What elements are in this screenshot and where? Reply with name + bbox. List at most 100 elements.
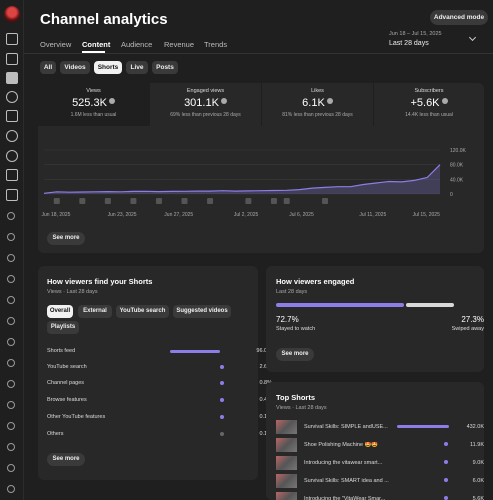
channel-link-icon[interactable] bbox=[7, 254, 15, 262]
traffic-row-value: 2.6% bbox=[259, 364, 272, 370]
traffic-row: Browse features 0.4% bbox=[47, 397, 272, 407]
y-tick-label: 40.0K bbox=[450, 177, 464, 183]
filter-all[interactable]: All bbox=[40, 61, 56, 74]
traffic-row-dot bbox=[220, 398, 224, 402]
channel-link-icon[interactable] bbox=[7, 422, 15, 430]
advanced-mode-button[interactable]: Advanced mode bbox=[430, 10, 488, 25]
channel-link-icon[interactable] bbox=[7, 464, 15, 472]
short-thumbnail bbox=[276, 474, 297, 488]
channel-link-icon[interactable] bbox=[7, 443, 15, 451]
channel-link-icon[interactable] bbox=[7, 401, 15, 409]
filter-live[interactable]: Live bbox=[126, 61, 148, 74]
upload-marker bbox=[130, 198, 137, 204]
channel-link-icon[interactable] bbox=[7, 359, 15, 367]
metric-views[interactable]: Views 525.3K 1.6M less than usual bbox=[38, 83, 149, 126]
top-shorts-subtitle: Views · Last 28 days bbox=[276, 405, 327, 411]
traffic-row-value: 0.8% bbox=[259, 380, 272, 386]
earn-icon[interactable] bbox=[6, 150, 18, 162]
traffic-row: Others 0.1% bbox=[47, 431, 272, 441]
upload-marker bbox=[270, 198, 277, 204]
customization-icon[interactable] bbox=[6, 169, 18, 181]
traffic-row-dot bbox=[220, 365, 224, 369]
top-short-row[interactable]: Shoe Polishing Machine 🤩🤩 11.9K bbox=[276, 438, 484, 453]
date-range[interactable]: Jun 18 – Jul 15, 2025 bbox=[389, 31, 442, 37]
see-more-button[interactable]: See more bbox=[47, 453, 85, 466]
channel-avatar[interactable] bbox=[4, 6, 20, 22]
channel-link-icon[interactable] bbox=[7, 338, 15, 346]
traffic-card bbox=[38, 266, 258, 480]
tab-audience[interactable]: Audience bbox=[121, 40, 153, 49]
filter-shorts[interactable]: Shorts bbox=[94, 61, 122, 74]
audio-library-icon[interactable] bbox=[6, 189, 18, 201]
chart-line bbox=[43, 164, 441, 194]
chevron-down-icon[interactable] bbox=[468, 33, 477, 42]
traffic-row-label: Other YouTube features bbox=[47, 414, 106, 420]
traffic-row-value: 0.1% bbox=[259, 414, 272, 420]
traffic-row: Channel pages 0.8% bbox=[47, 380, 272, 390]
top-shorts-title: Top Shorts bbox=[276, 393, 316, 402]
y-tick-label: 80.0K bbox=[450, 163, 464, 169]
content-icon[interactable] bbox=[6, 53, 18, 65]
copyright-icon[interactable] bbox=[6, 130, 18, 142]
tab-trends[interactable]: Trends bbox=[204, 40, 228, 49]
x-tick-label: Jun 18, 2025 bbox=[42, 212, 71, 218]
channel-link-icon[interactable] bbox=[7, 233, 15, 241]
stayed-value: 72.7% bbox=[276, 315, 299, 324]
short-views: 5.6K bbox=[472, 496, 484, 500]
views-chart: 0 40.0K 80.0K 120.0K Jun 18, 2025 Jun 23, 20… bbox=[42, 148, 467, 218]
short-views: 9.0K bbox=[472, 460, 484, 466]
analytics-icon[interactable] bbox=[6, 72, 18, 84]
metric-engaged-views[interactable]: Engaged views 301.1K 69% less than previ… bbox=[170, 88, 241, 118]
short-views-dot bbox=[444, 496, 448, 500]
short-title: Survival Skills: SMART idea and ... bbox=[304, 478, 389, 484]
traffic-row-dot bbox=[220, 381, 224, 385]
tab-content[interactable]: Content bbox=[82, 40, 111, 49]
dashboard-icon[interactable] bbox=[6, 33, 18, 45]
traffic-row-value: 0.1% bbox=[259, 431, 272, 437]
date-period[interactable]: Last 28 days bbox=[389, 40, 429, 47]
x-tick-label: Jul 2, 2025 bbox=[234, 212, 259, 218]
info-icon bbox=[441, 98, 448, 104]
filter-videos[interactable]: Videos bbox=[60, 61, 90, 74]
traffic-chip-suggested-videos[interactable]: Suggested videos bbox=[173, 305, 231, 318]
metric-likes[interactable]: Likes 6.1K 81% less than previous 28 day… bbox=[282, 88, 353, 118]
short-views-dot bbox=[444, 478, 448, 482]
top-short-row[interactable]: Introducing the "VitaWear Smar... 5.6K bbox=[276, 492, 484, 500]
short-thumbnail bbox=[276, 420, 297, 434]
tab-overview[interactable]: Overview bbox=[40, 40, 72, 49]
stayed-label: Stayed to watch bbox=[276, 326, 316, 332]
traffic-row-label: Shorts feed bbox=[47, 348, 76, 354]
x-tick-label: Jul 6, 2025 bbox=[289, 212, 314, 218]
channel-link-icon[interactable] bbox=[7, 212, 15, 220]
divider bbox=[24, 53, 493, 54]
community-icon[interactable] bbox=[6, 91, 18, 103]
short-views: 11.9K bbox=[470, 442, 484, 448]
top-short-row[interactable]: Survival Skills: SMART idea and ... 6.0K bbox=[276, 474, 484, 489]
see-more-button[interactable]: See more bbox=[47, 232, 85, 245]
traffic-chip-overall[interactable]: Overall bbox=[47, 305, 73, 318]
short-views-dot bbox=[444, 442, 448, 446]
metric-subscribers[interactable]: Subscribers +5.6K 14.4K less than usual bbox=[405, 88, 453, 118]
short-thumbnail bbox=[276, 492, 297, 500]
traffic-chip-youtube-search[interactable]: YouTube search bbox=[116, 305, 169, 318]
traffic-row-label: Channel pages bbox=[47, 380, 85, 386]
info-icon bbox=[326, 98, 333, 104]
see-more-button[interactable]: See more bbox=[276, 348, 314, 361]
tab-revenue[interactable]: Revenue bbox=[164, 40, 195, 49]
top-short-row[interactable]: Introducing the vitawear smart... 9.0K bbox=[276, 456, 484, 471]
swiped-value: 27.3% bbox=[461, 315, 484, 324]
channel-link-icon[interactable] bbox=[7, 380, 15, 388]
short-title: Introducing the vitawear smart... bbox=[304, 460, 383, 466]
traffic-title: How viewers find your Shorts bbox=[47, 277, 153, 286]
traffic-chip-playlists[interactable]: Playlists bbox=[47, 321, 79, 334]
filter-posts[interactable]: Posts bbox=[152, 61, 178, 74]
channel-link-icon[interactable] bbox=[7, 317, 15, 325]
channel-link-icon[interactable] bbox=[7, 296, 15, 304]
chart-area bbox=[44, 164, 440, 194]
top-short-row[interactable]: Survival Skills: SIMPLE andUSE... 432.0K bbox=[276, 420, 484, 435]
channel-link-icon[interactable] bbox=[7, 485, 15, 493]
subtitles-icon[interactable] bbox=[6, 110, 18, 122]
channel-link-icon[interactable] bbox=[7, 275, 15, 283]
traffic-chip-external[interactable]: External bbox=[78, 305, 112, 318]
short-thumbnail bbox=[276, 438, 297, 452]
